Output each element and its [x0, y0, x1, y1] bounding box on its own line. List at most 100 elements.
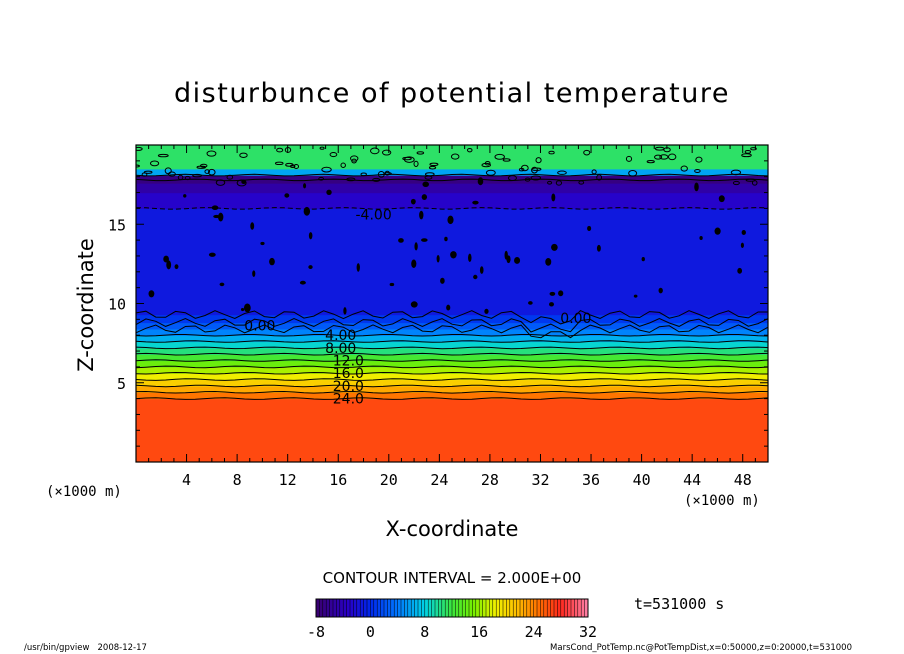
colorbar-cell: [513, 599, 517, 617]
contour-label: 12.0: [333, 354, 364, 370]
contour-blob: [548, 150, 555, 155]
contour-blob: [741, 230, 746, 236]
footer-left: /usr/bin/gpview 2008-12-17: [24, 643, 147, 653]
contour-blob: [226, 174, 234, 180]
contour-blob: [167, 171, 176, 177]
color-band: [136, 392, 768, 400]
contour-blob: [196, 165, 207, 169]
colorbar-cell: [557, 599, 562, 617]
color-band: [136, 366, 768, 374]
contour-blob: [530, 175, 542, 181]
colorbar-cell: [564, 599, 568, 617]
contour-line: [136, 390, 768, 394]
colorbar-cell: [475, 599, 480, 617]
contour-line: [136, 346, 768, 350]
colorbar-cell: [421, 599, 426, 617]
colorbar-cell: [516, 599, 521, 617]
chart-title: disturbunce of potential temperature: [174, 78, 730, 109]
colorbar-cell: [526, 599, 531, 617]
colorbar-cell: [418, 599, 422, 617]
contour-blob: [204, 169, 211, 174]
contour-blob: [410, 198, 416, 205]
color-band: [136, 335, 768, 343]
contour-blob: [319, 146, 325, 150]
contour-label: -4.00: [356, 208, 392, 224]
colorbar-cell: [479, 599, 483, 617]
colorbar-cell: [394, 599, 398, 617]
colorbar-cell: [370, 599, 375, 617]
colorbar-cell: [499, 599, 504, 617]
contour-blob: [654, 154, 663, 160]
colorbar-tick-label: 0: [366, 623, 375, 641]
y-axis: 5 10 15: [108, 160, 768, 447]
contour-blob: [694, 169, 701, 174]
colorbar-cell: [377, 599, 381, 617]
contour-line: [136, 310, 768, 325]
contour-line: [136, 397, 768, 400]
contour-blob: [389, 282, 395, 287]
x-tick-label: 20: [380, 471, 398, 489]
colorbar-tick-label: 8: [420, 623, 429, 641]
contour-label: 4.00: [325, 328, 356, 344]
colorbar: [315, 598, 589, 618]
colorbar-cell: [550, 599, 555, 617]
contour-blob: [583, 149, 591, 156]
colorbar-cell: [445, 599, 449, 617]
contour-blob: [318, 176, 325, 181]
colorbar-cell: [401, 599, 405, 617]
x-tick-label: 32: [531, 471, 549, 489]
contour-blob: [628, 169, 638, 177]
color-band: [136, 354, 768, 362]
colorbar-cell: [343, 599, 347, 617]
contour-blob: [411, 259, 417, 268]
color-band: [136, 379, 768, 387]
color-band: [136, 398, 768, 462]
contour-blob: [473, 274, 478, 280]
contour-label: 8.00: [325, 341, 356, 357]
color-band: [136, 175, 768, 184]
contour-blob: [206, 150, 217, 157]
contour-blob: [504, 250, 508, 260]
colorbar-cell: [455, 599, 460, 617]
contour-line: [136, 365, 768, 369]
colorbar-cell: [404, 599, 409, 617]
contour-line: [136, 378, 768, 381]
contour-blob: [416, 151, 425, 155]
footer-right: MarsCond_PotTemp.nc@PotTempDist,x=0:5000…: [550, 643, 852, 653]
contour-blob: [555, 180, 563, 186]
colorbar-cell: [503, 599, 507, 617]
x-tick-label: 40: [633, 471, 651, 489]
contour-blob: [578, 180, 585, 185]
plot-area: [136, 145, 768, 462]
contour-blob: [587, 225, 592, 232]
contour-blob: [695, 156, 703, 163]
contour-blob: [596, 174, 603, 181]
contour-blob: [429, 162, 439, 167]
contour-blob: [468, 253, 472, 262]
x-tick-label: 28: [481, 471, 499, 489]
contour-blob: [551, 243, 558, 251]
contour-blob: [321, 166, 332, 173]
contour-blob: [484, 308, 489, 314]
colorbar-cell: [492, 599, 497, 617]
contour-blob: [356, 263, 360, 272]
contour-blob: [346, 177, 356, 182]
contour-blob: [549, 302, 555, 307]
contour-blob: [303, 183, 307, 189]
contour-label: 24.0: [333, 392, 364, 408]
contour-blob: [625, 155, 633, 162]
contour-label: 20.0: [333, 379, 364, 395]
color-band: [136, 341, 768, 349]
colorbar-cell: [543, 599, 548, 617]
contour-blob: [421, 194, 428, 200]
contour-blob: [531, 167, 542, 171]
colorbar-cell: [462, 599, 466, 617]
contour-line: [136, 340, 768, 343]
color-band: [136, 360, 768, 368]
color-band: [136, 347, 768, 355]
contour-blob: [192, 173, 202, 178]
contour-blob: [218, 212, 224, 222]
colorbar-cell: [452, 599, 456, 617]
contour-blob: [520, 164, 529, 172]
